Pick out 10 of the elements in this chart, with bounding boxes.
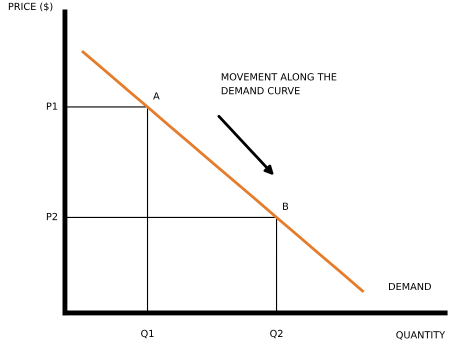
y-axis-title: PRICE ($) [8, 2, 52, 12]
annotation: MOVEMENT ALONG THE DEMAND CURVE [222, 73, 336, 94]
x-tick-label: Q1 [141, 330, 154, 338]
text: DEMAND [389, 282, 431, 290]
x-axis-title: QUANTITY [396, 331, 446, 340]
annotation: A [153, 92, 160, 100]
ref-line-label: P2 [46, 212, 58, 220]
x-tick-label: Q2 [270, 330, 282, 338]
annotation: B [283, 202, 288, 210]
ref-line-label: P1 [46, 102, 58, 110]
